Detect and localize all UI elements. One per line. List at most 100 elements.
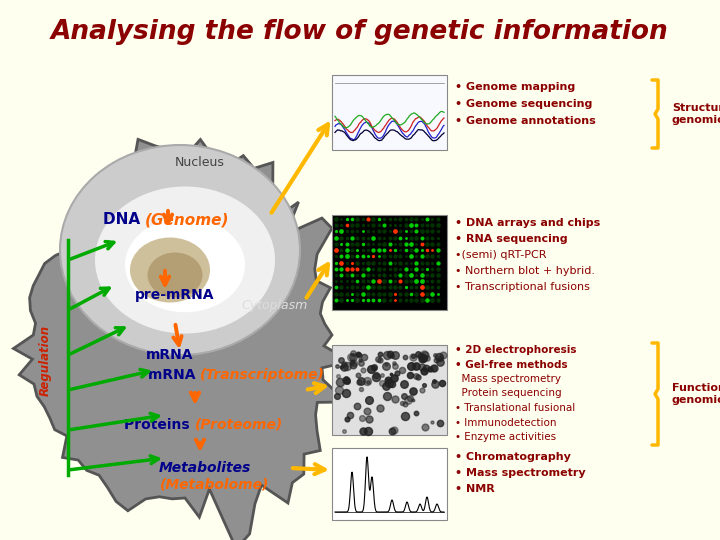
Point xyxy=(436,379,448,388)
Point xyxy=(395,271,406,279)
Point xyxy=(351,215,363,224)
Point xyxy=(405,394,416,402)
Point xyxy=(400,277,411,286)
Point xyxy=(426,418,438,427)
Point xyxy=(351,271,363,279)
Point xyxy=(433,353,444,361)
Point xyxy=(389,295,400,304)
Point xyxy=(432,215,444,224)
Point xyxy=(410,362,421,371)
Point xyxy=(418,367,430,375)
Point xyxy=(330,295,342,304)
Text: (Transcriptome): (Transcriptome) xyxy=(200,368,325,382)
Point xyxy=(373,277,384,286)
Point xyxy=(361,406,373,415)
Point xyxy=(400,295,411,304)
Text: mRNA: mRNA xyxy=(148,368,200,382)
Point xyxy=(432,271,444,279)
Point xyxy=(400,221,411,230)
Point xyxy=(421,240,433,248)
Point xyxy=(389,215,400,224)
Point xyxy=(363,415,374,423)
Point xyxy=(346,246,358,254)
Text: • Gel-free methods: • Gel-free methods xyxy=(455,360,567,369)
Point xyxy=(426,265,438,273)
Point xyxy=(346,233,358,242)
Point xyxy=(362,289,374,298)
Point xyxy=(372,355,384,363)
Point xyxy=(342,362,354,370)
Point xyxy=(384,349,396,358)
Point xyxy=(384,265,395,273)
Point xyxy=(427,363,438,372)
Point xyxy=(416,289,428,298)
Text: •(semi) qRT-PCR: •(semi) qRT-PCR xyxy=(455,250,546,260)
Point xyxy=(373,233,384,242)
Point xyxy=(408,387,419,395)
Point xyxy=(410,409,422,417)
Point xyxy=(405,252,417,261)
Point xyxy=(379,215,390,224)
Point xyxy=(432,258,444,267)
Point xyxy=(338,363,350,372)
Point xyxy=(330,215,342,224)
Point xyxy=(432,240,444,248)
Point xyxy=(356,384,367,393)
Point xyxy=(362,271,374,279)
Point xyxy=(374,356,386,364)
Point xyxy=(379,221,390,230)
Point xyxy=(402,396,414,404)
Text: • NMR: • NMR xyxy=(455,484,495,494)
Point xyxy=(373,246,384,254)
Text: Mass spectrometry: Mass spectrometry xyxy=(455,374,561,384)
Point xyxy=(400,289,411,298)
Point xyxy=(357,271,369,279)
Point xyxy=(426,258,438,267)
Point xyxy=(426,271,438,279)
Point xyxy=(384,246,395,254)
Point xyxy=(421,233,433,242)
Point xyxy=(357,265,369,273)
Point xyxy=(416,355,428,363)
Point xyxy=(377,371,388,380)
Point xyxy=(330,221,342,230)
Point xyxy=(400,265,411,273)
Point xyxy=(351,277,363,286)
Point xyxy=(396,366,408,374)
Point xyxy=(389,425,400,434)
Point xyxy=(389,258,400,267)
Point xyxy=(346,283,358,292)
Point xyxy=(368,277,379,286)
Point xyxy=(380,361,392,370)
Point xyxy=(362,283,374,292)
Point xyxy=(379,277,390,286)
Point xyxy=(387,427,398,435)
Point xyxy=(335,377,346,386)
Point xyxy=(341,240,353,248)
Point xyxy=(373,265,384,273)
Text: mRNA: mRNA xyxy=(146,348,194,362)
Text: • Immunodetection: • Immunodetection xyxy=(455,417,557,428)
Point xyxy=(434,357,446,366)
Point xyxy=(336,233,347,242)
Ellipse shape xyxy=(148,253,202,298)
Point xyxy=(410,252,422,261)
Point xyxy=(395,240,406,248)
Point xyxy=(410,265,422,273)
Point xyxy=(331,361,343,370)
Point xyxy=(341,252,353,261)
Point xyxy=(431,356,442,364)
Point xyxy=(336,227,347,236)
Point xyxy=(413,373,424,381)
Point xyxy=(361,376,373,385)
Ellipse shape xyxy=(125,218,245,312)
Point xyxy=(421,289,433,298)
Text: pre-mRNA: pre-mRNA xyxy=(135,288,215,302)
Point xyxy=(384,240,395,248)
Point xyxy=(341,295,353,304)
Point xyxy=(368,283,379,292)
Point xyxy=(362,252,374,261)
Point xyxy=(424,364,436,373)
Point xyxy=(352,370,364,379)
Point xyxy=(432,265,444,273)
